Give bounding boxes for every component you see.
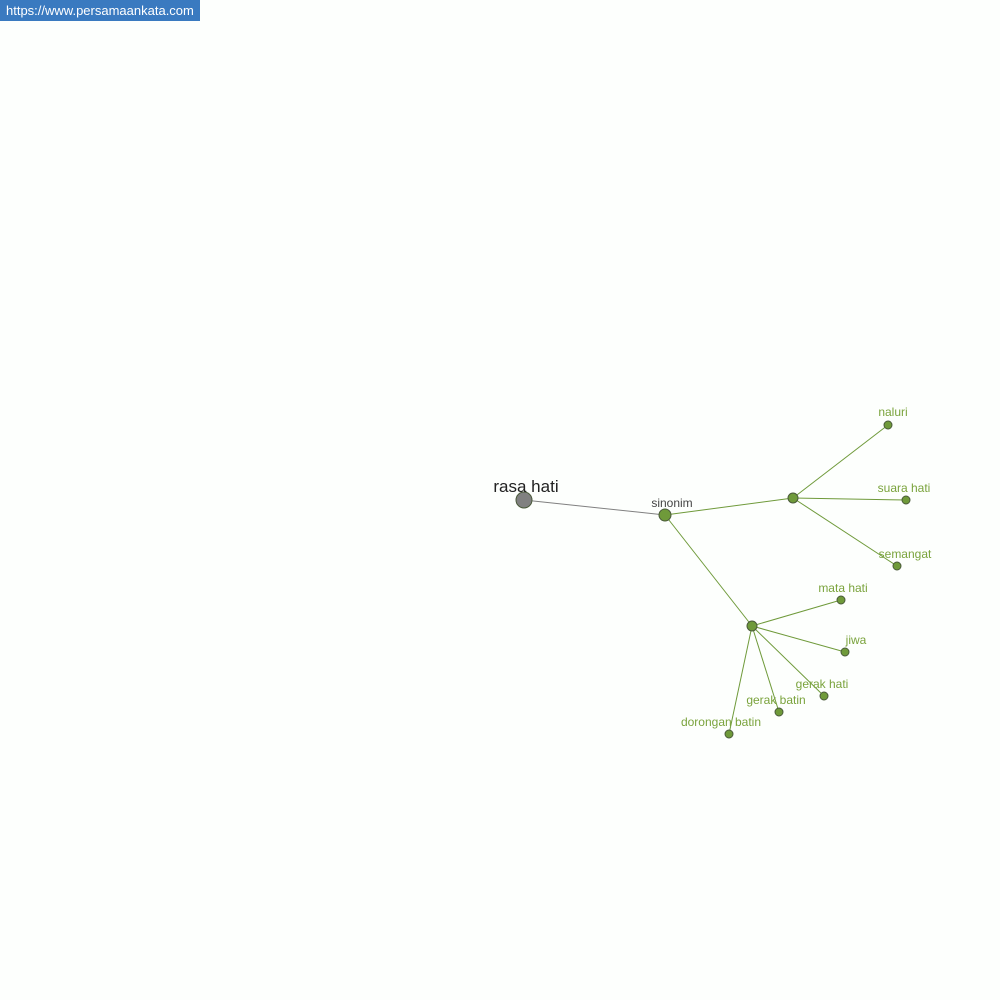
leaf-label-jiwa[interactable]: jiwa	[845, 633, 867, 647]
leaf-node-jiwa[interactable]	[840, 647, 850, 657]
edge-semangat	[792, 497, 898, 567]
edge-jiwa	[751, 625, 846, 653]
leaf-label-mata-hati[interactable]: mata hati	[818, 581, 867, 595]
edge-gerak-hati	[751, 625, 825, 697]
edge-suara-hati	[792, 497, 907, 501]
edge-gerak-batin	[751, 625, 780, 713]
edge-sinonim-hub1	[664, 497, 794, 516]
leaf-label-gerak-hati[interactable]: gerak hati	[796, 677, 849, 691]
leaf-node-gerak-hati[interactable]	[819, 691, 829, 701]
hub-node	[746, 620, 758, 632]
leaf-node-suara-hati[interactable]	[901, 495, 911, 505]
root-node[interactable]	[515, 491, 533, 509]
leaf-node-naluri[interactable]	[883, 420, 893, 430]
edge-sinonim-hub2	[664, 514, 753, 627]
leaf-node-semangat[interactable]	[892, 561, 902, 571]
leaf-label-gerak-batin[interactable]: gerak batin	[746, 693, 805, 707]
leaf-node-mata-hati[interactable]	[836, 595, 846, 605]
leaf-node-dorongan-batin[interactable]	[724, 729, 734, 739]
leaf-label-naluri[interactable]: naluri	[878, 405, 907, 419]
edge-naluri	[792, 424, 889, 499]
root-label: rasa hati	[493, 477, 558, 496]
leaf-label-semangat[interactable]: semangat	[879, 547, 932, 561]
relation-label: sinonim	[651, 496, 692, 510]
hub-node	[787, 492, 799, 504]
relation-node	[658, 508, 672, 522]
leaf-node-gerak-batin[interactable]	[774, 707, 784, 717]
edge-mata-hati	[751, 599, 842, 627]
leaf-label-suara-hati[interactable]: suara hati	[878, 481, 931, 495]
edge-root-sinonim	[523, 499, 666, 516]
edge-dorongan-batin	[728, 625, 753, 735]
leaf-label-dorongan-batin[interactable]: dorongan batin	[681, 715, 761, 729]
site-url-banner[interactable]: https://www.persamaankata.com	[0, 0, 200, 21]
